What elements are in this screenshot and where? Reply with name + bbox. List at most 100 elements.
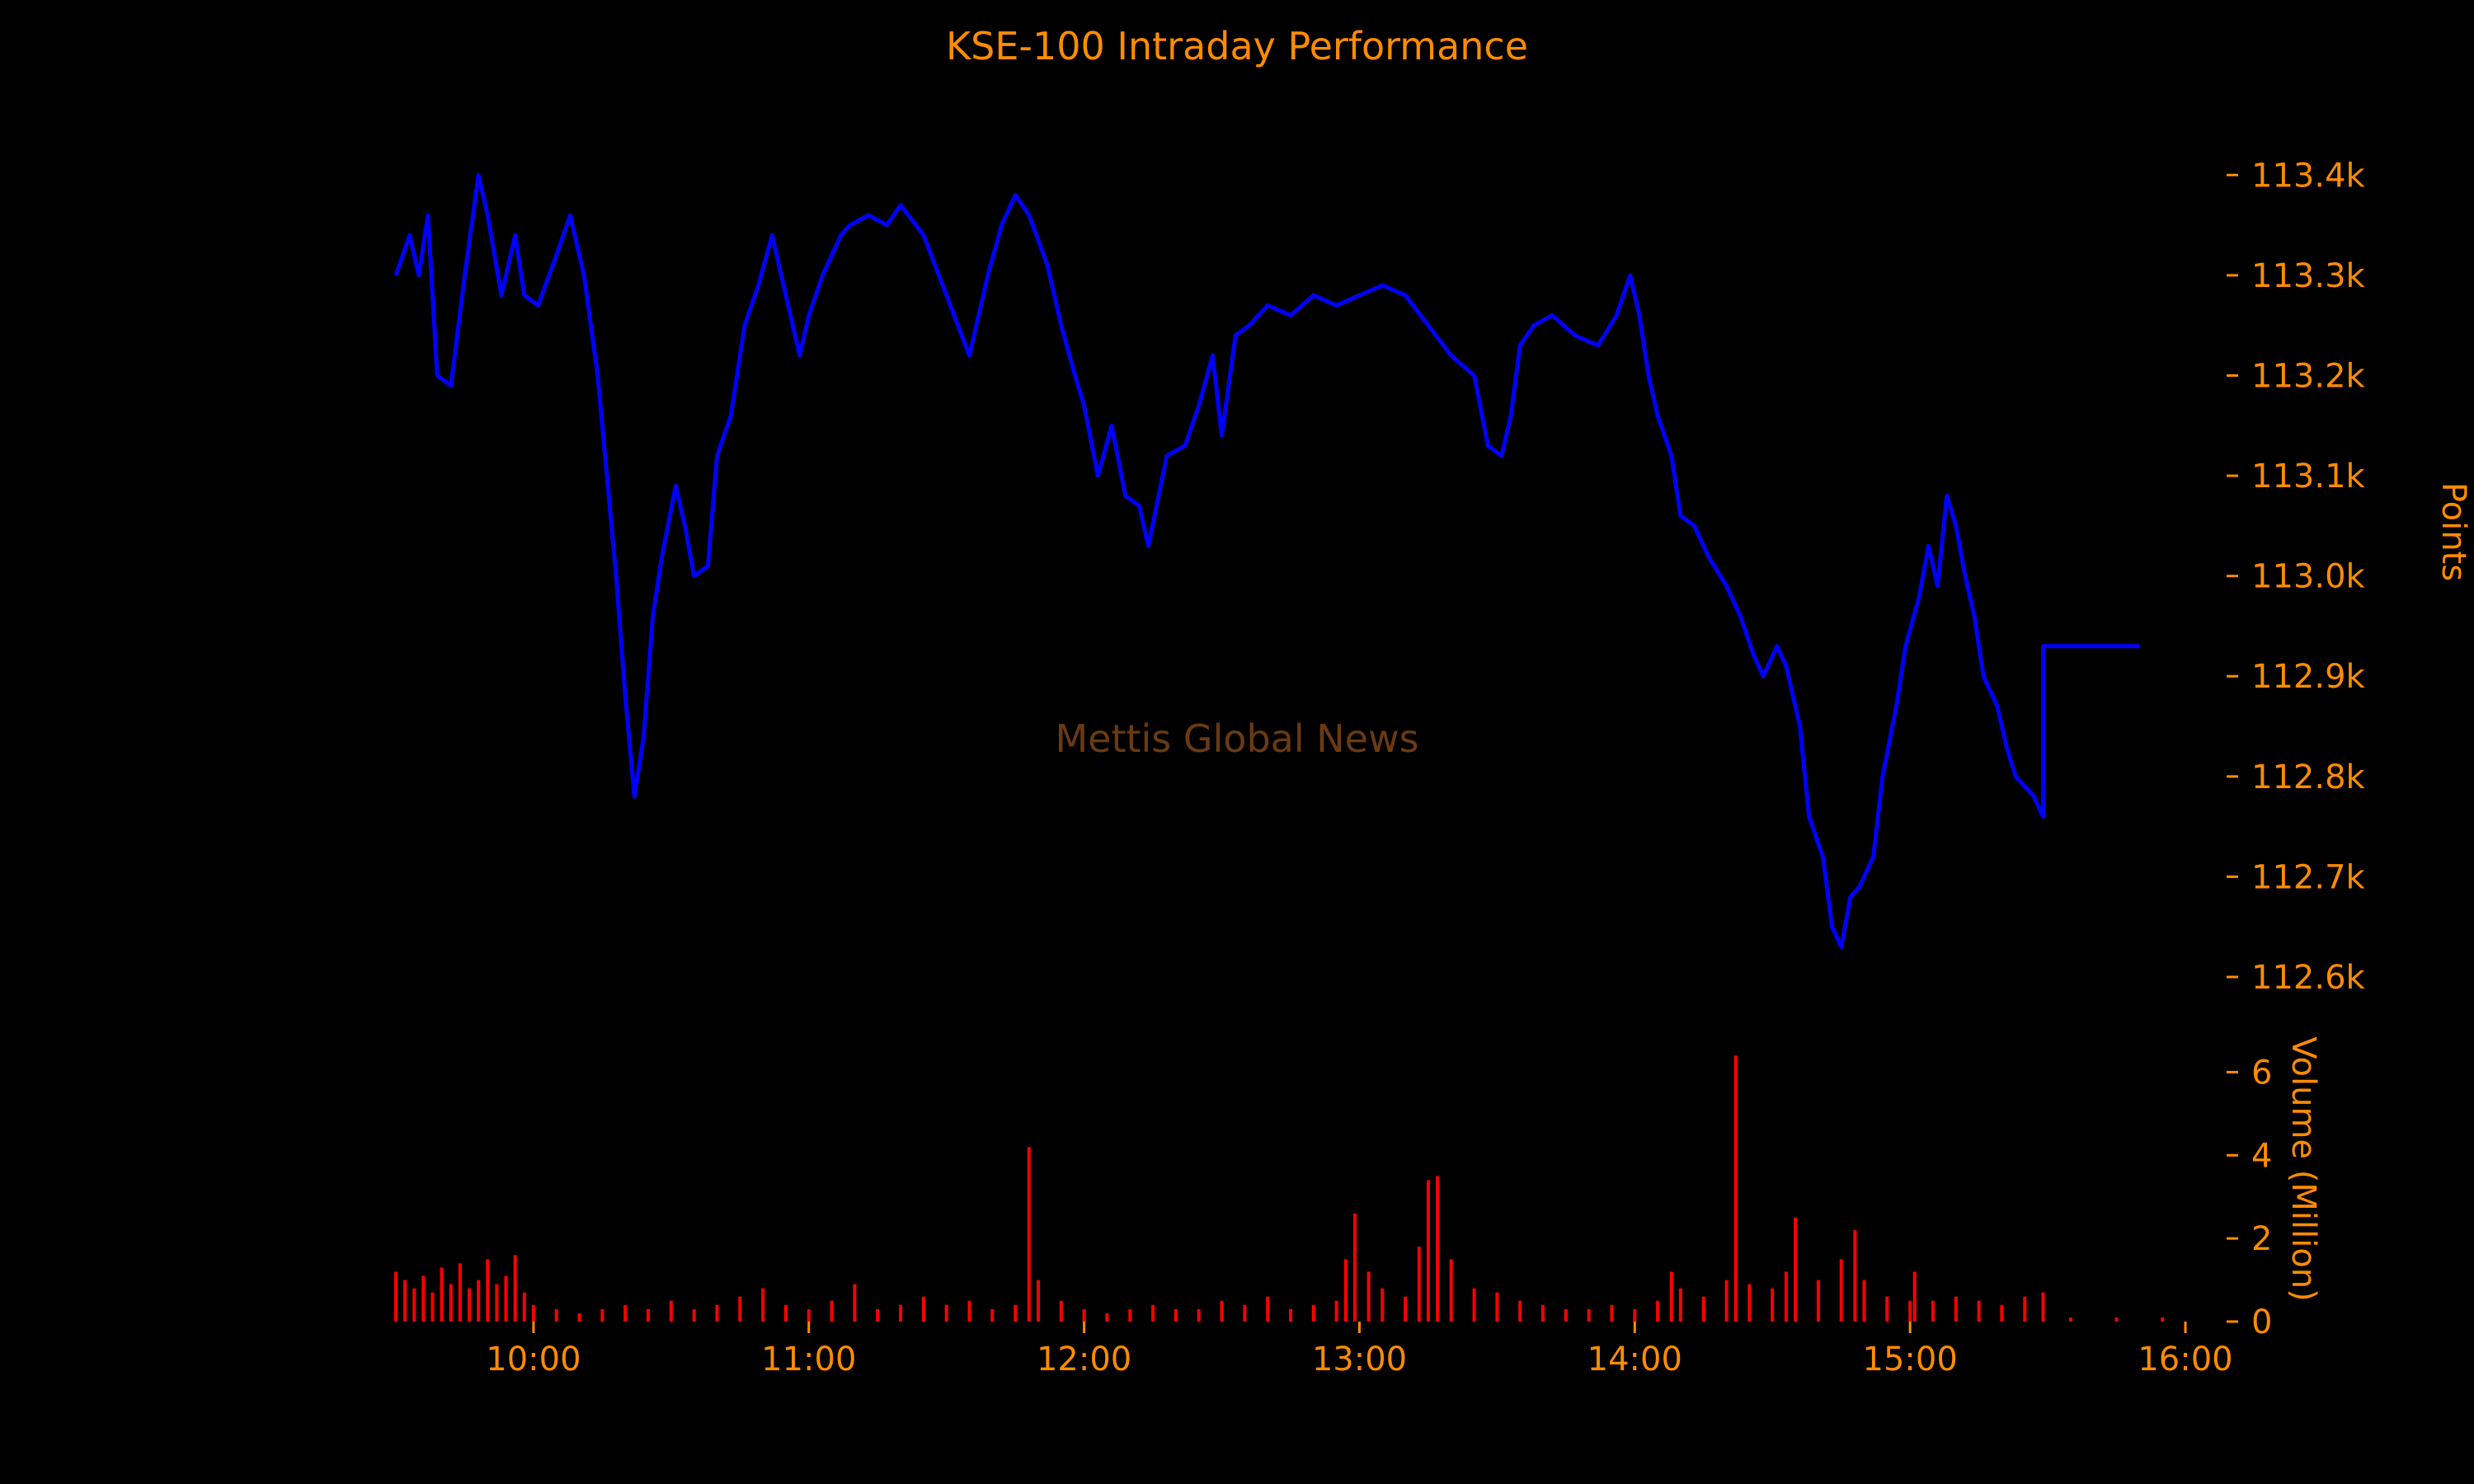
volume-bar (1449, 1259, 1453, 1322)
time-tick-label: 10:00 (486, 1341, 581, 1378)
volume-bar (1366, 1271, 1371, 1322)
volume-bar (468, 1288, 471, 1322)
volume-bar (1151, 1304, 1155, 1322)
volume-bar (1014, 1304, 1018, 1322)
volume-bar (554, 1308, 558, 1322)
volume-bar (1128, 1308, 1132, 1322)
volume-bar (1037, 1280, 1040, 1322)
price-axis-label: Points (2434, 482, 2472, 581)
volume-bar (1784, 1271, 1788, 1322)
volume-bar (1977, 1300, 1981, 1322)
volume-tick-label: 2 (2251, 1220, 2272, 1258)
volume-bar (1417, 1247, 1421, 1322)
volume-bar (669, 1300, 673, 1322)
volume-bar (1343, 1259, 1348, 1322)
volume-bar (1610, 1304, 1614, 1322)
volume-bar (1352, 1213, 1357, 1322)
volume-bar (1266, 1296, 1270, 1322)
time-x-axis: 10:00 11:00 12:00 13:00 14:00 15:00 16:00 (486, 1322, 2233, 1378)
volume-bar (458, 1263, 462, 1322)
volume-bar (2000, 1304, 2004, 1322)
volume-bar (1027, 1147, 1031, 1322)
volume-bar (1633, 1308, 1637, 1322)
volume-bar (1334, 1300, 1338, 1322)
volume-bar (830, 1300, 834, 1322)
volume-bar (449, 1284, 453, 1322)
volume-bar (2068, 1317, 2072, 1322)
volume-bar (853, 1284, 857, 1322)
volume-bar (1908, 1300, 1912, 1322)
volume-axis-label: Volume (Million) (2284, 1036, 2322, 1301)
volume-bar (504, 1275, 508, 1322)
volume-bar (647, 1308, 650, 1322)
volume-bar (440, 1267, 444, 1322)
volume-bar (2041, 1292, 2045, 1322)
volume-bar (2161, 1317, 2165, 1322)
price-tick-label: 113.4k (2251, 157, 2366, 195)
volume-bar (1472, 1288, 1476, 1322)
volume-bar (1771, 1288, 1775, 1322)
volume-bar (1426, 1180, 1430, 1322)
price-y-axis: 113.4k 113.3k 113.2k 113.1k 113.0k 112.9k 112.… (2227, 157, 2366, 997)
volume-bar (2023, 1296, 2027, 1322)
volume-bar (1197, 1308, 1201, 1322)
time-tick-label: 16:00 (2138, 1341, 2232, 1378)
volume-bar (876, 1308, 880, 1322)
volume-bar (1816, 1280, 1820, 1322)
price-tick-label: 112.8k (2251, 758, 2366, 796)
volume-bar (600, 1308, 604, 1322)
volume-bar (2114, 1317, 2119, 1322)
watermark-text: Mettis Global News (1055, 716, 1418, 761)
volume-bar (1404, 1296, 1408, 1322)
volume-bar (623, 1304, 628, 1322)
volume-bar (1059, 1300, 1063, 1322)
volume-bar (1564, 1308, 1568, 1322)
volume-bar (477, 1280, 481, 1322)
volume-bar (807, 1308, 811, 1322)
volume-bar (1541, 1304, 1545, 1322)
price-plot-area (393, 172, 2140, 949)
volume-bar (1931, 1300, 1935, 1322)
volume-tick-label: 4 (2251, 1137, 2272, 1175)
volume-tick-label: 0 (2251, 1303, 2272, 1341)
volume-bar (1289, 1308, 1292, 1322)
volume-bar (1885, 1296, 1889, 1322)
time-tick-label: 12:00 (1037, 1341, 1131, 1378)
volume-bar (1656, 1300, 1660, 1322)
volume-bar (421, 1275, 426, 1322)
volume-bar (412, 1288, 416, 1322)
volume-bar (1701, 1296, 1705, 1322)
volume-bar (1243, 1304, 1247, 1322)
volume-bar (761, 1288, 765, 1322)
volume-bar (990, 1308, 995, 1322)
time-tick-label: 14:00 (1587, 1341, 1682, 1378)
price-series-line (393, 172, 2140, 949)
price-tick-label: 112.7k (2251, 858, 2366, 896)
volume-bar (715, 1304, 719, 1322)
volume-bar (1669, 1271, 1673, 1322)
volume-bar (1105, 1313, 1109, 1322)
volume-bar (531, 1304, 535, 1322)
volume-bar (495, 1284, 499, 1322)
time-tick-label: 11:00 (761, 1341, 856, 1378)
volume-bar (394, 1271, 397, 1322)
volume-bar (577, 1313, 581, 1322)
volume-y-axis: 6 4 2 0 (2227, 1054, 2272, 1341)
volume-bar (1436, 1176, 1440, 1322)
volume-bar (1839, 1259, 1843, 1322)
volume-bar (1853, 1230, 1857, 1322)
volume-bar (486, 1259, 490, 1322)
volume-bar (1082, 1308, 1086, 1322)
volume-bar (1380, 1288, 1385, 1322)
volume-bar (1862, 1280, 1866, 1322)
volume-plot-area (394, 1055, 2165, 1322)
volume-bar (783, 1304, 788, 1322)
volume-bar (738, 1296, 742, 1322)
volume-bar (1794, 1217, 1798, 1322)
volume-bar (1220, 1300, 1224, 1322)
chart-title: KSE-100 Intraday Performance (946, 24, 1528, 68)
volume-bar (1495, 1292, 1499, 1322)
price-tick-label: 113.0k (2251, 558, 2366, 596)
price-tick-label: 113.2k (2251, 357, 2366, 395)
